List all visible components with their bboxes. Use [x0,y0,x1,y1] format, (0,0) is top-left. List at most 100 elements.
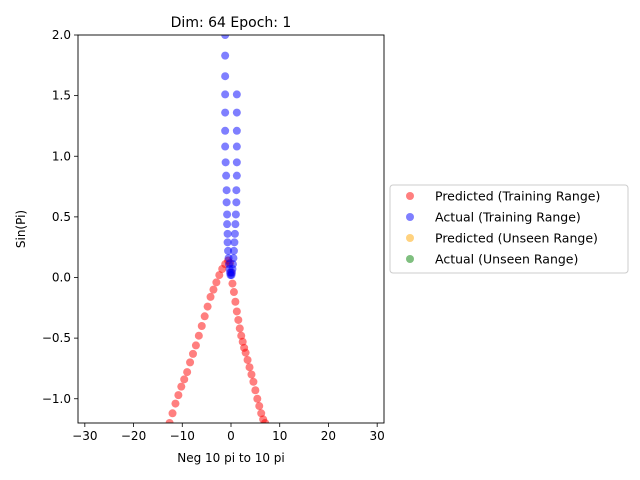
scatter-point-series-0 [177,382,186,391]
scatter-point-series-0 [174,391,183,400]
scatter-point-series-0 [247,370,256,379]
chart-title: Dim: 64 Epoch: 1 [171,15,292,31]
scatter-point-series-1 [229,254,238,263]
scatter-point-series-1 [223,238,232,247]
scatter-point-series-1 [221,158,230,167]
scatter-point-series-0 [232,307,241,316]
scatter-point-series-0 [228,279,237,288]
x-tick-label: 20 [321,429,336,443]
scatter-point-series-0 [188,349,197,358]
scatter-point-series-1 [232,171,241,180]
axes-frame [77,34,385,424]
scatter-point-series-0 [238,337,247,346]
scatter-point-series-0 [257,409,266,418]
scatter-point-series-0 [243,355,252,364]
scatter-point-series-1 [232,186,241,195]
scatter-point-series-1 [223,210,232,219]
legend-label: Predicted (Training Range) [435,189,600,204]
scatter-point-series-0 [209,285,218,294]
data-points [165,35,270,423]
scatter-point-series-0 [234,315,243,324]
scatter-point-series-0 [215,271,224,280]
scatter-point-series-0 [206,292,215,301]
scatter-point-series-1 [231,210,240,219]
x-axis-label: Neg 10 pi to 10 pi [177,451,285,465]
scatter-point-series-0 [253,394,262,403]
scatter-point-series-1 [232,142,241,151]
scatter-point-series-0 [194,331,203,340]
scatter-point-series-0 [231,297,240,306]
y-tick-label: 0.5 [52,210,71,224]
legend-label: Predicted (Unseen Range) [435,231,598,246]
scatter-point-series-1 [221,51,230,60]
scatter-point-series-0 [235,324,244,333]
scatter-point-series-0 [168,409,177,418]
x-tick-label: 0 [227,429,235,443]
scatter-point-series-1 [222,186,231,195]
y-tick-label: 2.0 [52,28,71,42]
legend-box [389,184,629,274]
x-tick-label: −30 [72,429,97,443]
scatter-point-series-0 [251,386,260,395]
scatter-point-series-0 [191,341,200,350]
scatter-point-series-0 [212,278,221,287]
scatter-point-series-0 [197,322,206,330]
y-tick-label: 0.0 [52,271,71,285]
x-tick-label: 10 [272,429,287,443]
legend-marker [406,192,414,200]
scatter-point-series-1 [232,108,241,117]
scatter-point-series-0 [203,302,212,311]
x-tick-label: −20 [121,429,146,443]
scatter-point-series-1 [222,171,231,180]
scatter-point-series-1 [232,126,241,135]
scatter-point-series-0 [186,358,195,367]
legend-marker [406,234,414,242]
scatter-point-series-1 [221,126,230,135]
scatter-point-series-1 [221,35,230,39]
scatter-point-series-1 [228,260,237,269]
scatter-point-series-0 [237,331,246,340]
legend-marker [406,255,414,263]
scatter-point-series-0 [200,312,209,321]
scatter-point-series-0 [255,402,264,411]
scatter-point-series-0 [261,419,270,423]
legend-marker [406,213,414,221]
x-axis-ticks: −30 −20 −10 0 10 20 30 [72,423,385,443]
y-tick-label: −0.5 [42,331,71,345]
legend-label: Actual (Training Range) [435,210,581,225]
y-tick-label: −1.0 [42,392,71,406]
scatter-point-series-1 [230,229,239,238]
scatter-point-series-1 [223,229,232,238]
scatter-point-series-1 [230,238,239,247]
scatter-point-series-1 [224,246,233,255]
legend: Predicted (Training Range) Actual (Traini… [389,184,629,274]
scatter-point-series-1 [232,158,241,167]
y-tick-label: 1.5 [52,89,71,103]
scatter-point-series-1 [223,220,232,229]
scatter-point-series-1 [222,198,231,207]
scatter-point-series-1 [221,90,230,99]
scatter-point-series-1 [221,108,230,117]
x-tick-label: −10 [170,429,195,443]
scatter-point-series-0 [229,288,238,297]
x-tick-label: 30 [370,429,385,443]
y-tick-label: 1.0 [52,149,71,163]
scatter-point-series-0 [183,368,192,377]
scatter-point-series-1 [221,72,230,81]
plot-area: −30 −20 −10 0 10 20 30 −1.0 −0.5 0.0 0.5 1.0 1.5 2.0 [42,28,385,443]
scatter-point-series-1 [232,90,241,99]
scatter-point-series-0 [249,377,258,386]
y-axis-ticks: −1.0 −0.5 0.0 0.5 1.0 1.5 2.0 [42,28,78,406]
scatter-point-series-0 [241,348,250,357]
scatter-point-series-1 [221,142,230,151]
scatter-point-series-0 [245,363,254,372]
scatter-point-series-1 [229,246,238,255]
scatter-point-series-1 [231,220,240,229]
legend-label: Actual (Unseen Range) [435,252,578,267]
y-axis-label: Sin(Pi) [14,210,28,248]
scatter-point-series-1 [232,198,241,207]
scatter-point-series-0 [165,419,174,423]
scatter-point-series-0 [180,375,189,384]
scatter-point-series-0 [171,399,180,408]
